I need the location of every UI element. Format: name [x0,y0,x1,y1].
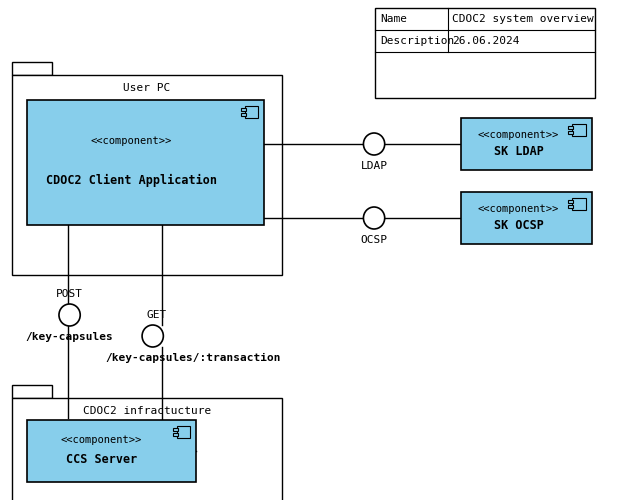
Text: Description: Description [380,36,454,46]
FancyBboxPatch shape [177,426,190,438]
FancyBboxPatch shape [461,192,592,244]
Circle shape [142,325,163,347]
Text: <<component>>: <<component>> [61,436,142,446]
FancyBboxPatch shape [12,398,282,500]
Text: SK OCSP: SK OCSP [494,219,544,232]
Text: POST: POST [56,289,83,299]
FancyBboxPatch shape [461,118,592,170]
Text: <<component>>: <<component>> [478,204,559,214]
Text: SK LDAP: SK LDAP [494,145,544,158]
FancyBboxPatch shape [245,106,258,118]
Text: <<component>>: <<component>> [90,136,172,146]
FancyBboxPatch shape [568,200,573,203]
Text: LDAP: LDAP [361,161,388,171]
FancyBboxPatch shape [241,112,245,116]
FancyBboxPatch shape [572,198,586,210]
FancyBboxPatch shape [572,124,586,136]
FancyBboxPatch shape [27,420,196,482]
FancyBboxPatch shape [568,130,573,134]
FancyBboxPatch shape [173,432,178,436]
Text: /key-capsules/:transaction: /key-capsules/:transaction [105,353,281,363]
Circle shape [363,133,385,155]
Text: User PC: User PC [124,83,170,93]
Circle shape [363,207,385,229]
Text: CDOC2 Client Application: CDOC2 Client Application [46,174,217,186]
Text: CDOC2 infractucture: CDOC2 infractucture [83,406,211,416]
FancyBboxPatch shape [12,385,52,398]
Text: Name: Name [380,14,407,24]
FancyBboxPatch shape [12,62,52,75]
FancyBboxPatch shape [568,126,573,129]
Text: /key-capsules: /key-capsules [26,332,114,342]
FancyBboxPatch shape [27,100,264,225]
Text: CDOC2 system overview: CDOC2 system overview [452,14,594,24]
FancyBboxPatch shape [375,8,595,98]
FancyBboxPatch shape [12,75,282,275]
Text: OCSP: OCSP [361,235,388,245]
FancyBboxPatch shape [241,108,245,111]
Text: <<component>>: <<component>> [478,130,559,140]
FancyBboxPatch shape [568,204,573,208]
Text: CCS Server: CCS Server [66,453,137,466]
FancyBboxPatch shape [173,428,178,431]
Circle shape [59,304,80,326]
Text: GET: GET [147,310,167,320]
Text: 26.06.2024: 26.06.2024 [452,36,520,46]
